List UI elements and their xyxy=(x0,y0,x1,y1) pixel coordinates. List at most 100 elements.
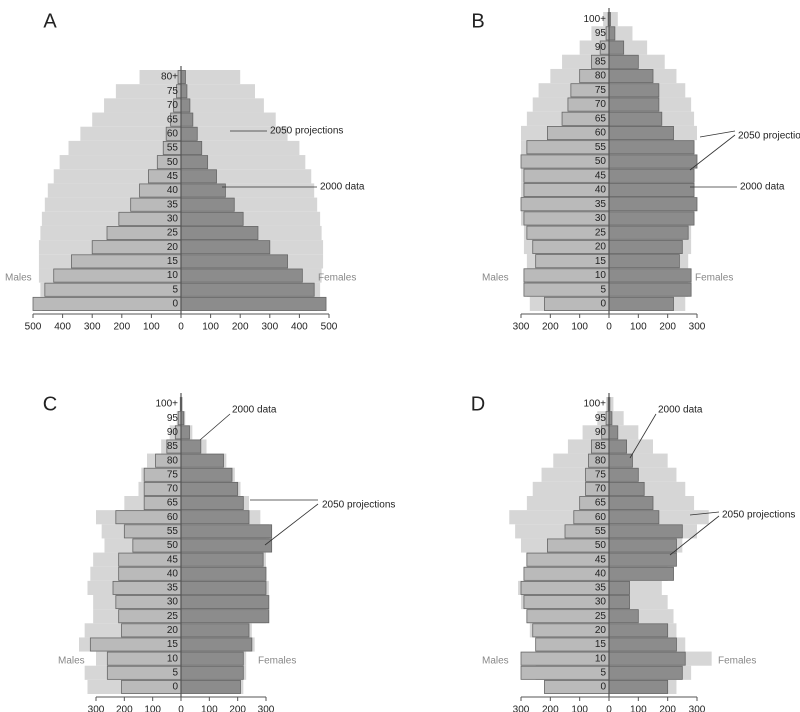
bar xyxy=(180,197,235,212)
projection-bar xyxy=(591,26,609,41)
age-label: 75 xyxy=(167,469,179,480)
projection-bar xyxy=(609,12,618,27)
age-label: 45 xyxy=(167,554,179,565)
bar xyxy=(608,651,686,666)
side-label: Males xyxy=(482,656,509,667)
age-label: 10 xyxy=(595,653,607,664)
bar xyxy=(608,439,628,454)
age-label: 55 xyxy=(595,142,607,153)
annotation: 2000 data xyxy=(658,405,703,416)
bar xyxy=(608,679,669,694)
age-label: 95 xyxy=(595,28,607,39)
age-label: 20 xyxy=(167,242,179,253)
age-label: 50 xyxy=(167,157,179,168)
bar xyxy=(608,239,683,254)
age-label: 85 xyxy=(595,56,607,67)
bar xyxy=(608,268,692,283)
age-label: 15 xyxy=(167,256,179,267)
age-label: 0 xyxy=(172,682,178,693)
bar xyxy=(608,552,677,567)
bar xyxy=(180,112,194,127)
bar xyxy=(608,496,654,511)
x-tick-label: 400 xyxy=(291,322,308,333)
leader-line xyxy=(264,503,319,546)
age-label: 60 xyxy=(167,512,179,523)
side-label: Males xyxy=(5,273,32,284)
bar xyxy=(180,240,271,255)
bar xyxy=(32,296,182,311)
age-label: 60 xyxy=(167,128,179,139)
age-label: 75 xyxy=(595,469,607,480)
age-label: 80 xyxy=(595,455,607,466)
x-tick-label: 0 xyxy=(178,322,184,333)
bar xyxy=(608,453,633,468)
age-label: 15 xyxy=(595,639,607,650)
bar xyxy=(180,524,273,539)
age-label: 80 xyxy=(595,71,607,82)
age-label: 10 xyxy=(595,270,607,281)
bar xyxy=(180,155,209,170)
age-label: 65 xyxy=(167,498,179,509)
bar xyxy=(180,84,188,99)
bar xyxy=(608,665,683,680)
projection-bar xyxy=(59,155,181,170)
x-tick-label: 300 xyxy=(84,322,101,333)
age-label: 70 xyxy=(167,484,179,495)
bar xyxy=(180,481,239,496)
projection-bar xyxy=(139,70,181,85)
age-label: 100+ xyxy=(155,399,178,410)
age-label: 65 xyxy=(595,498,607,509)
bar xyxy=(180,651,244,666)
x-tick-label: 400 xyxy=(54,322,71,333)
bar xyxy=(180,226,259,241)
bar xyxy=(608,254,680,269)
bar xyxy=(180,70,186,85)
panel-title: B xyxy=(471,10,484,32)
age-label: 25 xyxy=(167,228,179,239)
projection-bar xyxy=(181,98,264,113)
side-label: Females xyxy=(258,656,296,667)
side-label: Females xyxy=(318,273,356,284)
bar xyxy=(53,268,182,283)
leader-line xyxy=(629,413,657,459)
x-tick-label: 100 xyxy=(630,705,647,712)
x-tick-label: 100 xyxy=(571,705,588,712)
age-label: 40 xyxy=(595,568,607,579)
age-label: 5 xyxy=(172,667,178,678)
annotation: 2000 data xyxy=(740,182,785,193)
bar xyxy=(608,40,625,55)
bar xyxy=(608,595,630,610)
projection-bar xyxy=(92,112,181,127)
x-tick-label: 500 xyxy=(321,322,338,333)
x-tick-label: 300 xyxy=(261,322,278,333)
bar xyxy=(180,538,273,553)
age-label: 60 xyxy=(595,128,607,139)
bar xyxy=(608,97,660,112)
x-tick-label: 200 xyxy=(229,705,246,712)
bar xyxy=(180,296,327,311)
age-label: 40 xyxy=(595,185,607,196)
bar xyxy=(71,254,182,269)
side-label: Males xyxy=(58,656,85,667)
bar xyxy=(608,83,660,98)
projection-bar xyxy=(609,397,614,412)
age-label: 100+ xyxy=(583,399,606,410)
age-label: 50 xyxy=(595,540,607,551)
bar xyxy=(523,282,610,297)
x-tick-label: 0 xyxy=(606,322,612,333)
bar xyxy=(608,111,663,126)
bar xyxy=(180,169,217,184)
bar xyxy=(180,595,270,610)
bar xyxy=(608,538,677,553)
x-tick-label: 200 xyxy=(113,322,130,333)
x-tick-label: 0 xyxy=(606,705,612,712)
leader-line xyxy=(689,511,720,516)
x-tick-label: 100 xyxy=(571,322,588,333)
age-label: 10 xyxy=(167,653,179,664)
bar xyxy=(180,254,288,269)
bar xyxy=(608,282,692,297)
age-label: 20 xyxy=(167,625,179,636)
x-tick-label: 100 xyxy=(143,322,160,333)
age-label: 40 xyxy=(167,185,179,196)
age-label: 35 xyxy=(167,199,179,210)
